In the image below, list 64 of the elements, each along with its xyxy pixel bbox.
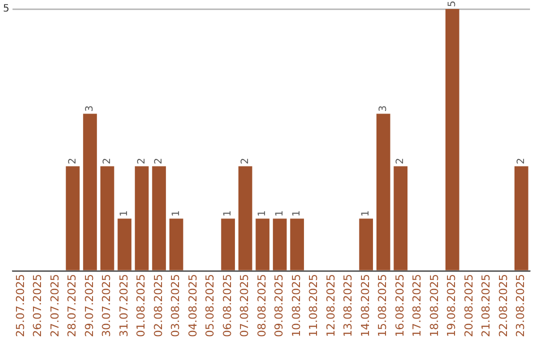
x-tick-label: 08.08.2025 <box>255 274 268 338</box>
bar <box>83 114 97 270</box>
x-tick-label: 10.08.2025 <box>290 274 303 338</box>
data-label: 2 <box>154 158 165 164</box>
data-label: 1 <box>257 210 268 217</box>
bar <box>66 166 80 270</box>
data-label: 1 <box>292 210 303 217</box>
x-tick-label: 23.08.2025 <box>514 274 528 338</box>
x-tick-label: 20.08.2025 <box>462 274 476 338</box>
data-label: 1 <box>119 210 130 217</box>
x-tick-label: 02.08.2025 <box>152 274 165 338</box>
bar <box>100 166 114 270</box>
data-label: 3 <box>84 105 96 112</box>
x-tick-label: 15.08.2025 <box>376 274 390 338</box>
data-label: 1 <box>360 210 372 217</box>
x-tick-label: 16.08.2025 <box>393 274 406 338</box>
x-tick-label: 31.07.2025 <box>117 274 130 338</box>
data-label: 2 <box>136 158 148 164</box>
data-label: 2 <box>67 158 78 164</box>
data-label: 1 <box>274 210 286 217</box>
bar <box>445 9 460 270</box>
x-tick-label: 28.07.2025 <box>66 274 79 338</box>
bar <box>290 218 304 270</box>
x-tick-label: 27.07.2025 <box>48 274 62 338</box>
x-tick-label: 14.08.2025 <box>358 274 372 338</box>
data-label: 2 <box>240 158 251 164</box>
bar <box>134 166 149 270</box>
data-label: 1 <box>222 210 234 217</box>
bar <box>376 114 390 270</box>
data-label: 2 <box>102 158 113 164</box>
x-tick-label: 12.08.2025 <box>324 274 338 338</box>
x-tick-label: 06.08.2025 <box>220 274 234 338</box>
x-tick-label: 19.08.2025 <box>445 274 458 338</box>
x-tick-label: 07.08.2025 <box>238 274 252 338</box>
data-label: 2 <box>395 158 406 164</box>
bar <box>256 218 270 270</box>
x-tick-label: 26.07.2025 <box>31 274 44 338</box>
data-label: 3 <box>378 105 389 112</box>
x-tick-label: 30.07.2025 <box>100 274 114 338</box>
x-tick-label: 21.08.2025 <box>480 274 493 338</box>
data-label: 1 <box>170 210 182 217</box>
bar <box>152 166 166 270</box>
x-tick-label: 11.08.2025 <box>307 274 320 338</box>
x-tick-label: 22.08.2025 <box>496 274 510 338</box>
bar <box>514 166 528 270</box>
x-tick-label: 13.08.2025 <box>342 274 355 338</box>
x-tick-label: 29.07.2025 <box>82 274 96 338</box>
x-tick-label: 03.08.2025 <box>169 274 182 338</box>
bar <box>238 166 252 270</box>
x-tick-label: 01.08.2025 <box>134 274 148 338</box>
bar <box>394 166 408 270</box>
bar <box>272 218 287 270</box>
bar <box>221 218 235 270</box>
data-label: 5 <box>446 0 458 7</box>
bar <box>359 218 373 270</box>
bar <box>118 218 132 270</box>
x-tick-label: 09.08.2025 <box>272 274 286 338</box>
x-tick-label: 17.08.2025 <box>410 274 424 338</box>
data-label: 2 <box>516 158 527 164</box>
bar <box>169 218 184 270</box>
x-tick-label: 04.08.2025 <box>186 274 200 338</box>
x-tick-label: 18.08.2025 <box>428 274 441 338</box>
x-tick-label: 05.08.2025 <box>204 274 217 338</box>
x-tick-label: 25.07.2025 <box>14 274 27 338</box>
